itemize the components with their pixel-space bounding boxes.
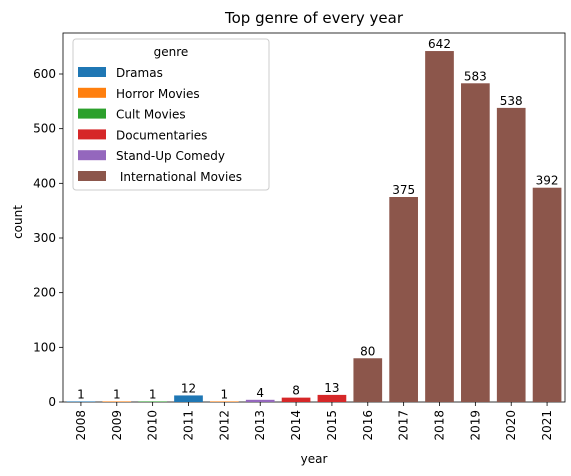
legend-swatch xyxy=(78,129,106,140)
bar xyxy=(210,401,239,402)
bar-value-label: 1 xyxy=(113,387,121,401)
legend-swatch xyxy=(78,150,106,161)
legend-swatch xyxy=(78,108,106,119)
bar xyxy=(174,395,203,402)
bar-value-label: 12 xyxy=(181,381,196,395)
bar-value-label: 583 xyxy=(464,69,487,83)
legend-title: genre xyxy=(154,45,189,59)
bar xyxy=(102,401,132,402)
legend-label: Horror Movies xyxy=(116,87,200,101)
x-tick-label: 2019 xyxy=(468,410,482,441)
x-tick-label: 2010 xyxy=(146,410,160,441)
y-tick-label: 100 xyxy=(33,340,56,354)
x-tick-label: 2020 xyxy=(504,410,518,441)
bar xyxy=(138,401,167,402)
legend: genre Dramas Horror Movies Cult Movies Docum… xyxy=(72,38,270,191)
bar-value-label: 80 xyxy=(360,344,375,358)
x-tick-label: 2008 xyxy=(74,410,88,441)
legend-label: Stand-Up Comedy xyxy=(116,149,225,163)
x-tick-label: 2011 xyxy=(182,410,196,441)
y-tick-label: 400 xyxy=(33,176,56,190)
bar-value-label: 375 xyxy=(392,183,415,197)
plot-area: 0 100 200 300 400 500 600 1 2008 1 2009 1 2010 12 2011… xyxy=(33,32,566,441)
bar xyxy=(281,397,311,402)
x-tick-label: 2015 xyxy=(325,410,339,441)
bar xyxy=(66,401,96,402)
bar xyxy=(317,394,347,402)
x-tick-label: 2016 xyxy=(361,410,375,441)
bar-value-label: 538 xyxy=(500,94,523,108)
y-tick-label: 500 xyxy=(33,122,56,136)
x-tick-label: 2017 xyxy=(397,410,411,441)
x-tick-label: 2021 xyxy=(540,410,554,441)
y-axis-label: count xyxy=(11,205,25,239)
bar-value-label: 1 xyxy=(149,387,157,401)
plot-frame xyxy=(62,32,566,403)
x-tick-label: 2018 xyxy=(433,410,447,441)
bar-value-label: 642 xyxy=(428,37,451,51)
bar xyxy=(389,197,418,402)
bar-value-label: 8 xyxy=(292,384,300,398)
x-tick-label: 2013 xyxy=(253,410,267,441)
bar xyxy=(353,358,383,402)
legend-swatch xyxy=(78,87,106,98)
x-tick-label: 2014 xyxy=(289,410,303,441)
y-tick-label: 600 xyxy=(33,67,56,81)
legend-label: Cult Movies xyxy=(116,108,186,122)
bar xyxy=(461,83,490,402)
x-tick-label: 2009 xyxy=(110,410,124,441)
bar-value-label: 392 xyxy=(536,174,559,188)
bar xyxy=(532,187,562,402)
bar xyxy=(245,399,275,402)
legend-label: Documentaries xyxy=(116,128,207,142)
legend-box xyxy=(72,38,270,191)
legend-swatch xyxy=(78,171,106,181)
bar-value-label: 4 xyxy=(256,386,264,400)
y-tick-label: 200 xyxy=(33,286,56,300)
bar-value-label: 1 xyxy=(221,387,229,401)
x-tick-label: 2012 xyxy=(217,410,231,441)
chart-title: Top genre of every year xyxy=(224,9,404,27)
y-tick-label: 300 xyxy=(33,231,56,245)
bar-value-label: 1 xyxy=(77,387,85,401)
legend-label: International Movies xyxy=(116,170,242,184)
y-tick-label: 0 xyxy=(48,395,56,409)
bar xyxy=(496,107,526,402)
legend-swatch xyxy=(78,67,106,77)
legend-label: Dramas xyxy=(116,66,163,80)
bar xyxy=(425,51,454,402)
x-axis-label: year xyxy=(301,452,328,466)
bar-value-label: 13 xyxy=(324,381,339,395)
